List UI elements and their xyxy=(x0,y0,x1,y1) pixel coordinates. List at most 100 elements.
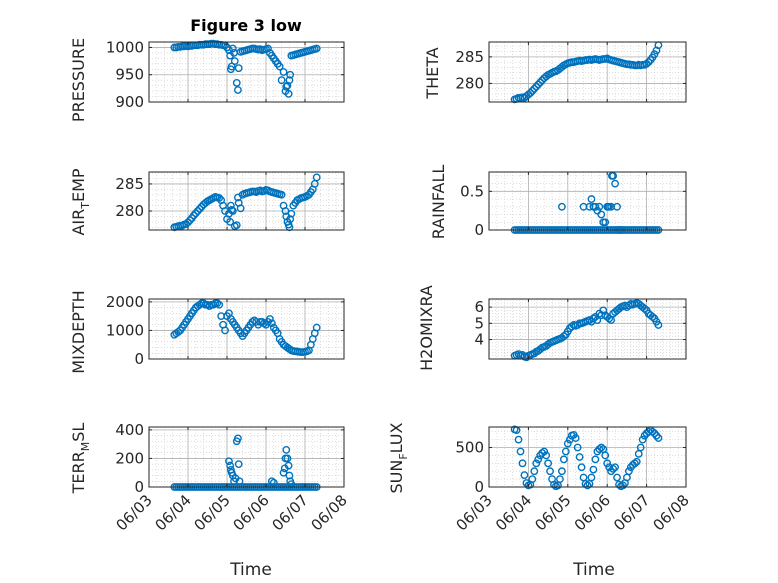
ylabel-mixdepth: MIXDEPTH xyxy=(69,290,88,373)
data-point xyxy=(275,62,284,71)
data-point xyxy=(585,316,594,324)
data-point xyxy=(193,207,202,215)
data-point xyxy=(624,467,633,476)
data-point xyxy=(609,464,618,473)
data-point xyxy=(526,89,535,97)
data-point xyxy=(544,340,552,349)
data-point xyxy=(638,435,647,444)
data-point xyxy=(597,210,606,219)
data-point xyxy=(285,76,294,85)
y-tick-label: 4 xyxy=(474,331,484,349)
ylabel-rainfall: RAINFALL xyxy=(429,165,448,240)
data-point xyxy=(650,50,659,59)
data-point xyxy=(283,454,292,463)
data-point xyxy=(583,481,592,490)
y-tick-label: 0 xyxy=(134,350,144,368)
data-point xyxy=(191,209,200,218)
data-point xyxy=(599,306,608,315)
axes-box xyxy=(488,41,687,103)
data-point xyxy=(540,447,549,456)
ylabel-h2omixra: H2OMIXRA xyxy=(417,285,436,371)
panel-h2omixra: 456 H2OMIXRA xyxy=(417,285,687,371)
data-point xyxy=(595,202,604,211)
data-point xyxy=(189,211,198,220)
data-point xyxy=(630,459,639,468)
y-tick-label: 280 xyxy=(115,202,144,220)
data-point xyxy=(514,435,523,444)
data-point xyxy=(267,477,276,486)
ylabel-air-temp-sub: T xyxy=(79,202,92,210)
data-point xyxy=(575,453,584,461)
y-tick-label: 6 xyxy=(474,298,484,316)
data-point xyxy=(601,218,610,227)
data-point xyxy=(611,463,619,472)
data-point xyxy=(532,459,541,468)
data-point xyxy=(234,86,242,94)
ylabel-terr-sub: M xyxy=(79,442,92,452)
data-point xyxy=(538,449,547,457)
ylabel-theta: THETA xyxy=(423,47,442,99)
y-tick-label: 200 xyxy=(115,449,144,467)
y-tick-label: 0 xyxy=(134,478,144,496)
data-point xyxy=(184,218,192,227)
xlabel-terr-msl: Time xyxy=(229,560,272,580)
data-point xyxy=(282,82,291,91)
xlabel-sun-flux: Time xyxy=(572,560,615,580)
data-point xyxy=(648,427,657,436)
panel-theta: 280 285 THETA xyxy=(423,41,687,104)
data-point xyxy=(312,323,321,332)
data-point xyxy=(603,459,612,468)
ylabel-sun-main: SUN xyxy=(387,460,406,494)
data-point xyxy=(544,459,552,468)
data-point xyxy=(174,327,183,336)
data-point xyxy=(654,321,663,329)
y-tick-label: 0.5 xyxy=(460,182,484,200)
y-tick-label: 950 xyxy=(115,66,144,84)
ylabel-terr-main: TERR xyxy=(69,451,88,494)
ylabel-sun-sub: F xyxy=(397,453,410,459)
data-point xyxy=(530,84,539,93)
y-tick-label: 5 xyxy=(474,314,484,332)
data-point xyxy=(518,459,527,468)
data-point xyxy=(286,70,295,79)
data-point xyxy=(640,304,649,313)
data-point xyxy=(230,57,239,65)
data-point xyxy=(528,86,537,95)
data-point xyxy=(561,447,570,456)
data-point xyxy=(559,332,568,341)
data-point xyxy=(516,447,525,456)
data-point xyxy=(636,443,645,452)
ylabel-sun-rest: LUX xyxy=(387,422,406,453)
data-point xyxy=(221,326,229,335)
data-point xyxy=(227,206,236,214)
figure-title: Figure 3 low xyxy=(190,16,302,35)
y-tick-label: 900 xyxy=(115,93,144,111)
y-tick-label: 285 xyxy=(115,175,144,193)
data-point xyxy=(587,195,596,203)
data-point xyxy=(277,76,286,85)
data-point xyxy=(595,445,604,454)
plot-area xyxy=(149,427,344,487)
data-point xyxy=(279,68,288,76)
data-point xyxy=(601,451,610,460)
y-tick-label: 0 xyxy=(474,221,484,239)
y-tick-label: 1000 xyxy=(106,38,144,56)
data-point xyxy=(522,353,531,362)
data-point xyxy=(228,207,237,215)
data-point xyxy=(571,434,580,442)
data-point xyxy=(591,455,600,464)
data-point xyxy=(542,451,551,460)
data-point xyxy=(267,319,276,328)
data-point xyxy=(609,171,618,180)
data-point xyxy=(530,349,539,358)
data-point xyxy=(286,215,295,224)
data-point xyxy=(591,202,600,211)
data-point xyxy=(563,439,572,448)
data-point xyxy=(589,314,598,323)
data-point xyxy=(215,300,224,309)
axes-box xyxy=(488,171,687,231)
y-tick-label: 285 xyxy=(455,48,484,66)
data-point xyxy=(644,58,653,67)
data-point xyxy=(520,471,529,480)
